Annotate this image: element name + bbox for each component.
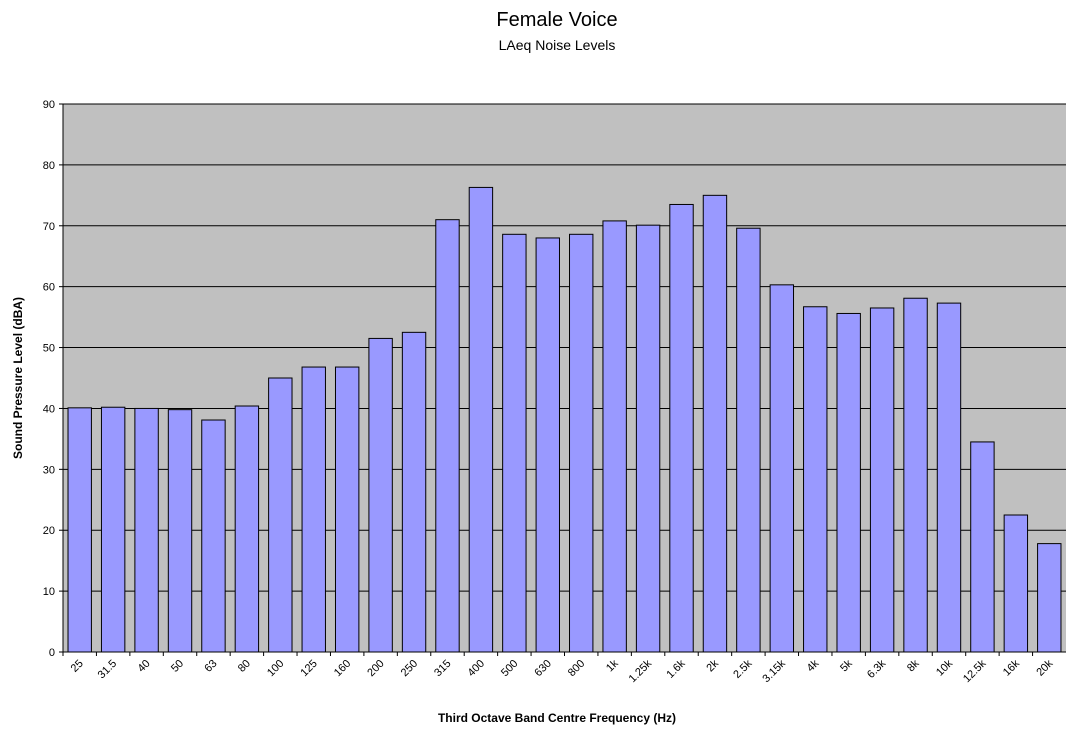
x-tick-label: 63: [202, 658, 219, 675]
x-axis-title: Third Octave Band Centre Frequency (Hz): [438, 711, 676, 725]
bar: [1003, 514, 1029, 653]
x-tick-label: 125: [298, 658, 319, 679]
bar: [903, 297, 928, 653]
bar: [268, 377, 293, 653]
y-tick-label: 30: [43, 464, 55, 476]
bar: [67, 407, 92, 653]
bar: [468, 186, 494, 653]
bar: [100, 406, 126, 653]
x-tick-label: 630: [532, 658, 553, 679]
y-tick-label: 20: [43, 525, 55, 537]
bar: [201, 419, 226, 653]
y-tick-label: 50: [43, 343, 55, 355]
x-tick-label: 6.3k: [865, 657, 889, 681]
bar: [635, 224, 661, 653]
chart-subtitle: LAeq Noise Levels: [499, 37, 616, 53]
x-tick-label: 3.15k: [760, 657, 788, 685]
x-tick-label: 10k: [934, 657, 955, 678]
x-tick-label: 100: [265, 658, 286, 679]
x-tick-label: 1.6k: [664, 657, 688, 681]
x-tick-label: 4k: [805, 657, 822, 674]
bar: [702, 194, 728, 653]
bar: [970, 441, 995, 653]
y-tick-label: 90: [43, 99, 55, 111]
bar: [803, 306, 828, 653]
y-tick-label: 60: [43, 282, 55, 294]
bar: [936, 302, 962, 653]
bar: [234, 405, 260, 653]
y-tick-label: 70: [43, 221, 55, 233]
x-tick-label: 80: [236, 658, 253, 675]
x-tick-label: 25: [69, 658, 86, 675]
x-tick-label: 2k: [704, 657, 721, 674]
x-tick-label: 40: [136, 658, 153, 675]
bar: [602, 220, 627, 653]
x-tick-label: 1k: [604, 657, 621, 674]
x-tick-label: 2.5k: [731, 657, 755, 681]
y-tick-label: 80: [43, 160, 55, 172]
y-axis-title: Sound Pressure Level (dBA): [11, 297, 25, 459]
bar: [669, 203, 694, 653]
bar: [1037, 543, 1062, 653]
x-tick-label: 50: [169, 658, 186, 675]
x-tick-label: 800: [566, 658, 587, 679]
x-tick-label: 20k: [1034, 657, 1055, 678]
x-tick-label: 31.5: [96, 658, 120, 682]
bar: [836, 312, 861, 653]
x-tick-label: 8k: [905, 657, 922, 674]
bar: [535, 237, 560, 653]
bar: [134, 407, 159, 653]
x-tick-label: 12.5k: [961, 657, 989, 685]
bar: [167, 409, 193, 653]
plot-area: [63, 104, 1066, 652]
bar: [569, 233, 594, 653]
chart-title: Female Voice: [496, 9, 617, 31]
y-tick-label: 0: [49, 647, 55, 659]
bar: [368, 337, 393, 653]
y-tick-label: 40: [43, 403, 55, 415]
bar: [502, 233, 527, 653]
x-tick-label: 250: [399, 658, 420, 679]
x-tick-label: 1.25k: [627, 657, 655, 685]
x-tick-label: 500: [499, 658, 520, 679]
bar: [334, 366, 360, 653]
y-tick-label: 10: [43, 586, 55, 598]
bar: [869, 307, 895, 653]
x-tick-label: 16k: [1001, 657, 1022, 678]
x-tick-label: 315: [432, 658, 453, 679]
x-tick-label: 400: [466, 658, 487, 679]
bar: [301, 366, 326, 653]
bar: [736, 227, 761, 653]
bar: [401, 331, 427, 653]
x-tick-label: 160: [332, 658, 353, 679]
x-tick-label: 5k: [838, 657, 855, 674]
bar: [435, 219, 460, 653]
x-tick-label: 200: [365, 658, 386, 679]
bar: [769, 284, 795, 653]
